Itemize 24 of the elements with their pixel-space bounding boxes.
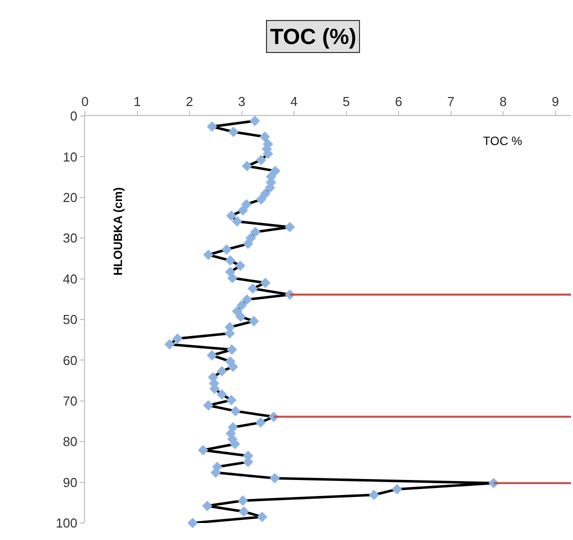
x-tick-label: 7 [447,94,454,109]
y-tick-label: 50 [62,312,78,328]
y-tick-label: 10 [62,149,78,164]
x-tick-label: 4 [290,94,298,109]
y-tick-label: 20 [62,190,78,205]
y-tick-label: 0 [70,108,78,124]
x-tick-label: 6 [394,94,402,109]
y-tick-label: 100 [56,516,78,531]
y-tick-label: 90 [62,474,78,490]
y-tick-label: 70 [62,393,78,408]
x-tick-label: 2 [186,94,194,109]
y-tick-label: 60 [62,352,78,368]
y-axis-title: HLOUBKA (cm) [111,187,126,276]
x-tick-label: 9 [552,94,559,109]
x-tick-label: 8 [499,94,507,109]
y-tick-label: 40 [62,271,78,286]
chart-title: TOC (%) [270,24,356,49]
x-tick-label: 3 [238,94,246,109]
x-tick-label: 1 [134,94,141,109]
x-axis-title: TOC % [483,134,522,148]
x-tick-label: 5 [342,94,350,109]
x-tick-label: 0 [81,94,89,109]
y-tick-label: 30 [62,230,78,246]
y-tick-label: 80 [62,434,78,450]
